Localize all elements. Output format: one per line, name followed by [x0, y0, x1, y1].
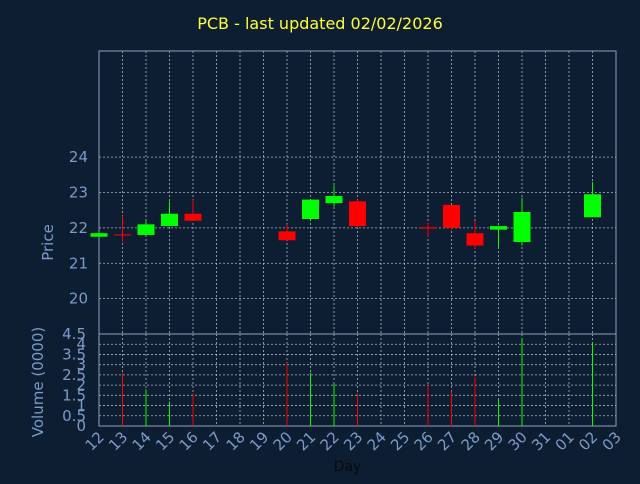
volume-tick-label: 4: [76, 335, 86, 353]
volume-tick-label: 3: [76, 356, 86, 374]
x-tick-label: 22: [317, 428, 343, 454]
candle-body: [466, 233, 484, 246]
candle-body: [137, 224, 155, 235]
price-tick-label: 20: [69, 290, 88, 308]
price-axis-label: Price: [39, 224, 57, 261]
x-tick-label: 28: [458, 428, 484, 454]
price-tick-label: 24: [69, 148, 88, 166]
price-tick-label: 23: [69, 184, 88, 202]
x-tick-label: 14: [129, 428, 155, 454]
volume-tick-label: 1: [76, 397, 86, 415]
candle-body: [90, 233, 108, 237]
x-tick-label: 23: [340, 428, 366, 454]
candle-body: [584, 194, 601, 218]
candle-body: [161, 213, 178, 227]
candle-body: [278, 231, 296, 241]
candle-body: [349, 201, 366, 227]
x-tick-label: 29: [481, 428, 507, 454]
x-tick-label: 03: [599, 428, 625, 454]
x-axis-label: Day: [334, 459, 362, 475]
chart-title: PCB - last updated 02/02/2026: [197, 14, 443, 33]
x-tick-label: 16: [176, 428, 202, 454]
volume-tick-label: 3.5: [62, 345, 86, 363]
volume-tick-label: 1.5: [62, 386, 86, 404]
x-tick-label: 20: [270, 428, 296, 454]
candle-body: [184, 213, 202, 221]
x-tick-label: 02: [575, 428, 601, 454]
x-tick-label: 17: [199, 428, 225, 454]
x-tick-label: 25: [387, 428, 413, 454]
candle-body: [325, 196, 343, 204]
x-tick-label: 30: [505, 428, 531, 454]
candle-body: [490, 226, 507, 230]
volume-tick-label: 0: [76, 417, 86, 435]
x-tick-label: 21: [293, 428, 319, 454]
volume-axis-label: Volume (0000): [29, 327, 47, 437]
volume-tick-label: 2.5: [62, 366, 86, 384]
x-tick-label: 31: [528, 428, 554, 454]
volume-tick-label: 4.5: [62, 325, 86, 343]
candle-body: [443, 204, 460, 228]
price-tick-label: 22: [69, 219, 88, 237]
x-tick-label: 15: [152, 428, 178, 454]
candle-body: [302, 199, 319, 220]
price-tick-label: 21: [69, 254, 88, 272]
x-tick-label: 27: [434, 428, 460, 454]
volume-tick-label: 2: [76, 376, 86, 394]
volume-tick-label: 0.5: [62, 407, 86, 425]
x-tick-label: 01: [552, 428, 578, 454]
candle-body: [513, 211, 531, 243]
x-tick-label: 19: [246, 428, 272, 454]
x-tick-label: 18: [223, 428, 249, 454]
x-tick-label: 24: [364, 428, 390, 454]
x-tick-label: 26: [411, 428, 437, 454]
x-tick-label: 13: [105, 428, 131, 454]
